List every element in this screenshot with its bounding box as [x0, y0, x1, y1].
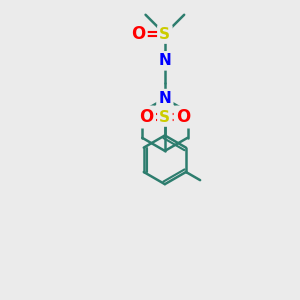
Text: N: N	[158, 91, 171, 106]
Text: O: O	[131, 25, 145, 43]
Text: N: N	[158, 53, 171, 68]
Text: O: O	[176, 108, 190, 126]
Text: S: S	[159, 27, 170, 42]
Text: S: S	[159, 110, 170, 124]
Text: O: O	[139, 108, 154, 126]
